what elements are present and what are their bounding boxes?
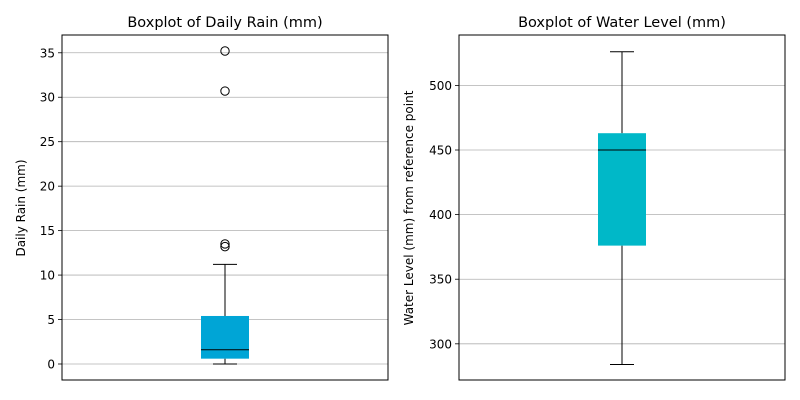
rain-y-tick-label: 5 (47, 313, 55, 327)
water-level-boxplot-panel: Boxplot of Water Level (mm) Water Level … (402, 15, 786, 381)
water-level-plot-frame (458, 34, 786, 381)
water-level-y-tick-label: 300 (429, 337, 452, 351)
rain-y-tick-label: 10 (40, 269, 55, 283)
water-level-y-axis-ticks: 300 350 400 450 500 (429, 79, 459, 351)
rain-y-tick-label: 20 (40, 180, 55, 194)
water-level-y-tick-label: 350 (429, 273, 452, 287)
rain-y-axis-ticks: 0 5 10 15 20 25 30 35 (40, 46, 62, 371)
rain-plot-frame (61, 34, 389, 381)
rain-iqr-box (201, 315, 249, 359)
rain-y-tick-label: 30 (40, 91, 55, 105)
rain-outlier-point (220, 46, 230, 56)
rain-box (201, 46, 249, 365)
water-level-box (598, 51, 646, 365)
rain-boxplot-panel: Boxplot of Daily Rain (mm) Daily Rain (m… (14, 15, 389, 381)
rain-y-tick-label: 15 (40, 224, 55, 238)
rain-y-tick-label: 25 (40, 135, 55, 149)
water-level-iqr-box (598, 133, 646, 246)
water-level-y-tick-label: 500 (429, 79, 452, 93)
water-level-y-tick-label: 400 (429, 208, 452, 222)
water-level-y-tick-label: 450 (429, 144, 452, 158)
rain-outlier-point (220, 241, 230, 252)
rain-chart-title: Boxplot of Daily Rain (mm) (127, 15, 322, 31)
rain-outlier-point (220, 239, 230, 249)
rain-outlier-point (220, 86, 230, 96)
water-level-y-axis-label: Water Level (mm) from reference point (402, 90, 416, 325)
rain-y-tick-label: 35 (40, 46, 55, 60)
water-level-chart-title: Boxplot of Water Level (mm) (518, 15, 726, 31)
rain-y-axis-label: Daily Rain (mm) (14, 159, 28, 256)
rain-y-tick-label: 0 (47, 357, 55, 371)
